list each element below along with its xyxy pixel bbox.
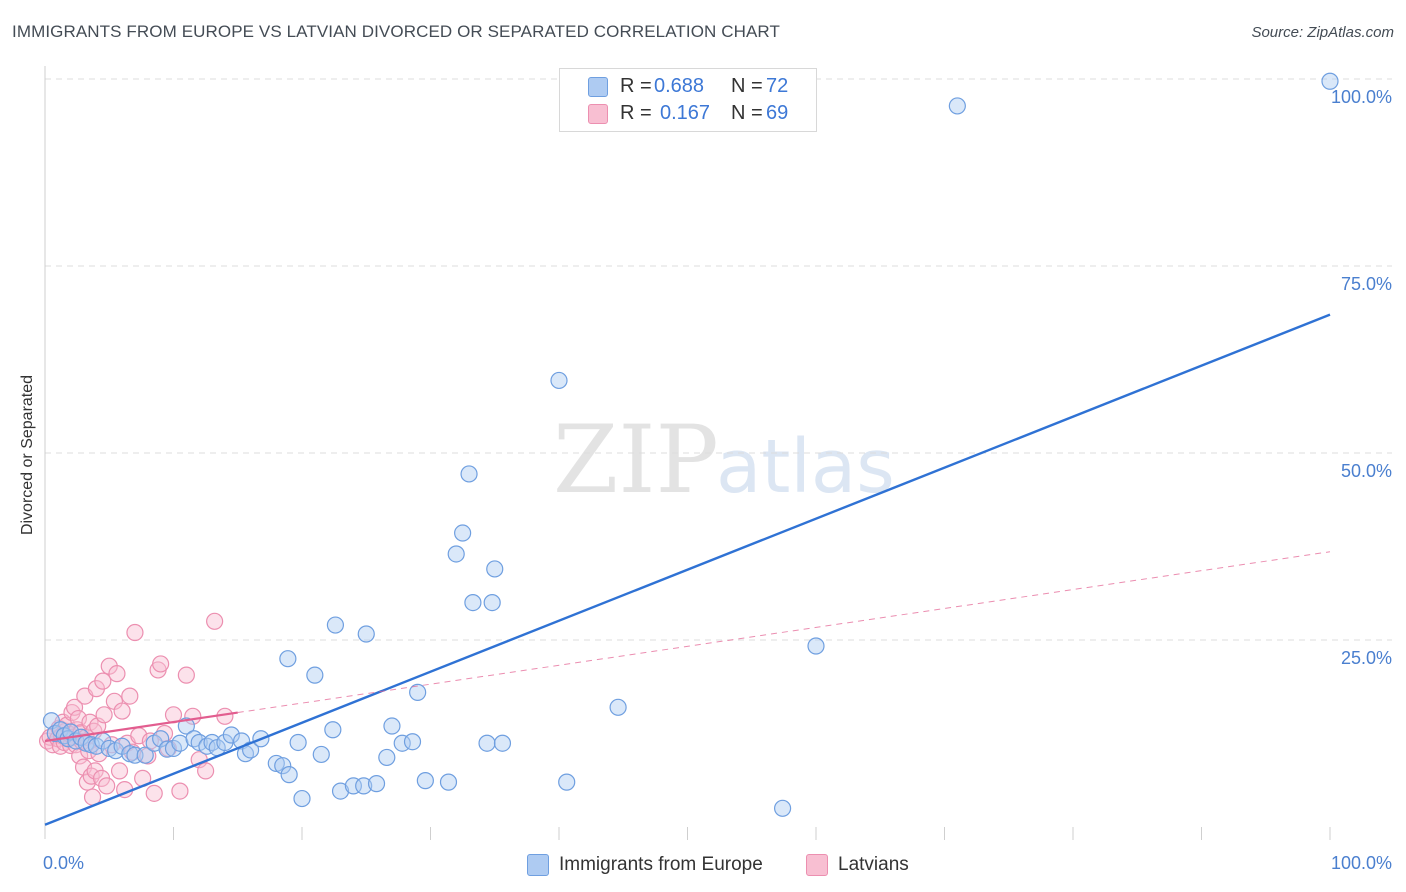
latvians-n-value: 69 [766,102,789,124]
europe-point [447,545,465,563]
europe-swatch [588,77,608,97]
europe-point [222,726,240,744]
latvians-point [110,762,129,780]
tick-labels: 25.0% 50.0% 75.0% 100.0% 0.0% 100.0% [43,87,1392,873]
latvians-r-value: 0.167 [660,102,711,124]
europe-point [274,757,292,775]
europe-point [416,772,434,790]
x-tick-label: 0.0% [43,853,84,873]
axes [44,66,1331,840]
latvians-point [177,666,195,684]
latvians-point [197,762,215,780]
latvians-point [65,698,84,716]
europe-point [464,593,482,612]
x-tick-label: 100.0% [1331,853,1392,873]
europe-point [483,593,501,612]
europe-point [1321,72,1339,90]
latvians-point [108,665,126,683]
europe-point [409,683,427,701]
europe-point [267,754,285,773]
latvians-point [145,784,163,802]
europe-point [439,773,458,791]
legend-swatch-europe [527,854,549,876]
legend-label-europe: Immigrants from Europe [559,854,763,875]
europe-point [367,775,386,793]
y-tick-label: 100.0% [1331,87,1392,107]
legend-label-latvians: Latvians [838,854,909,875]
watermark: ZIP atlas [553,406,895,515]
n-label: N = [731,75,763,97]
europe-point [306,666,324,684]
europe-point [203,733,221,752]
latvians-point [94,672,112,690]
latvians-points [38,612,234,806]
latvians-point [206,612,224,630]
stats-legend: R = 0.688 N = 72 R = 0.167 N = 69 [559,68,817,132]
latvians-point [98,777,116,795]
y-tick-label: 75.0% [1341,274,1392,294]
y-tick-label: 50.0% [1341,461,1392,481]
europe-point [324,721,342,739]
europe-point [948,97,966,115]
latvians-point [121,687,139,705]
latvians-point [95,706,113,724]
latvians-point [171,782,189,800]
europe-point [152,730,170,748]
europe-point [289,733,307,752]
europe-point [550,371,568,390]
europe-r-value: 0.688 [654,75,705,97]
watermark-zip: ZIP [553,406,719,515]
r-label: R = [620,75,652,97]
latvians-point [152,655,170,673]
europe-point [177,717,195,735]
europe-point [807,637,825,655]
europe-point [42,712,61,730]
europe-n-value: 72 [766,75,789,97]
europe-point [558,773,576,791]
europe-point [378,748,396,767]
europe-point [331,782,350,800]
latvians-point [113,702,131,720]
europe-point [486,560,504,578]
watermark-atlas: atlas [716,424,895,510]
europe-point [171,734,189,752]
europe-points [42,72,1339,817]
europe-trend-line [44,313,1331,826]
series-legend: Immigrants from Europe Latvians [0,852,1406,878]
trend-lines [44,313,1331,826]
latvians-swatch [588,104,608,124]
europe-point [312,745,330,764]
latvians-trend-line [44,711,238,743]
europe-point [383,717,401,735]
latvians-trend-extension [237,551,1331,714]
europe-point [355,777,373,795]
europe-point [326,616,345,634]
europe-point [454,524,472,542]
r-label: R = [620,102,652,124]
gridlines [45,78,1392,641]
europe-point [460,465,478,483]
europe-point [136,746,154,764]
europe-point [773,799,792,817]
europe-point [493,734,512,752]
europe-point [478,734,496,752]
europe-point [293,789,311,808]
europe-point [280,766,298,784]
europe-point [609,698,627,716]
latvians-point [126,623,144,642]
europe-point [357,625,375,643]
europe-point [279,650,297,668]
n-label: N = [731,102,763,124]
y-tick-label: 25.0% [1341,648,1392,668]
europe-point [403,733,422,751]
chart-title: IMMIGRANTS FROM EUROPE VS LATVIAN DIVORC… [12,22,780,41]
europe-point [100,739,118,758]
legend-swatch-latvians [806,854,828,876]
source-credit: Source: ZipAtlas.com [1251,24,1394,41]
